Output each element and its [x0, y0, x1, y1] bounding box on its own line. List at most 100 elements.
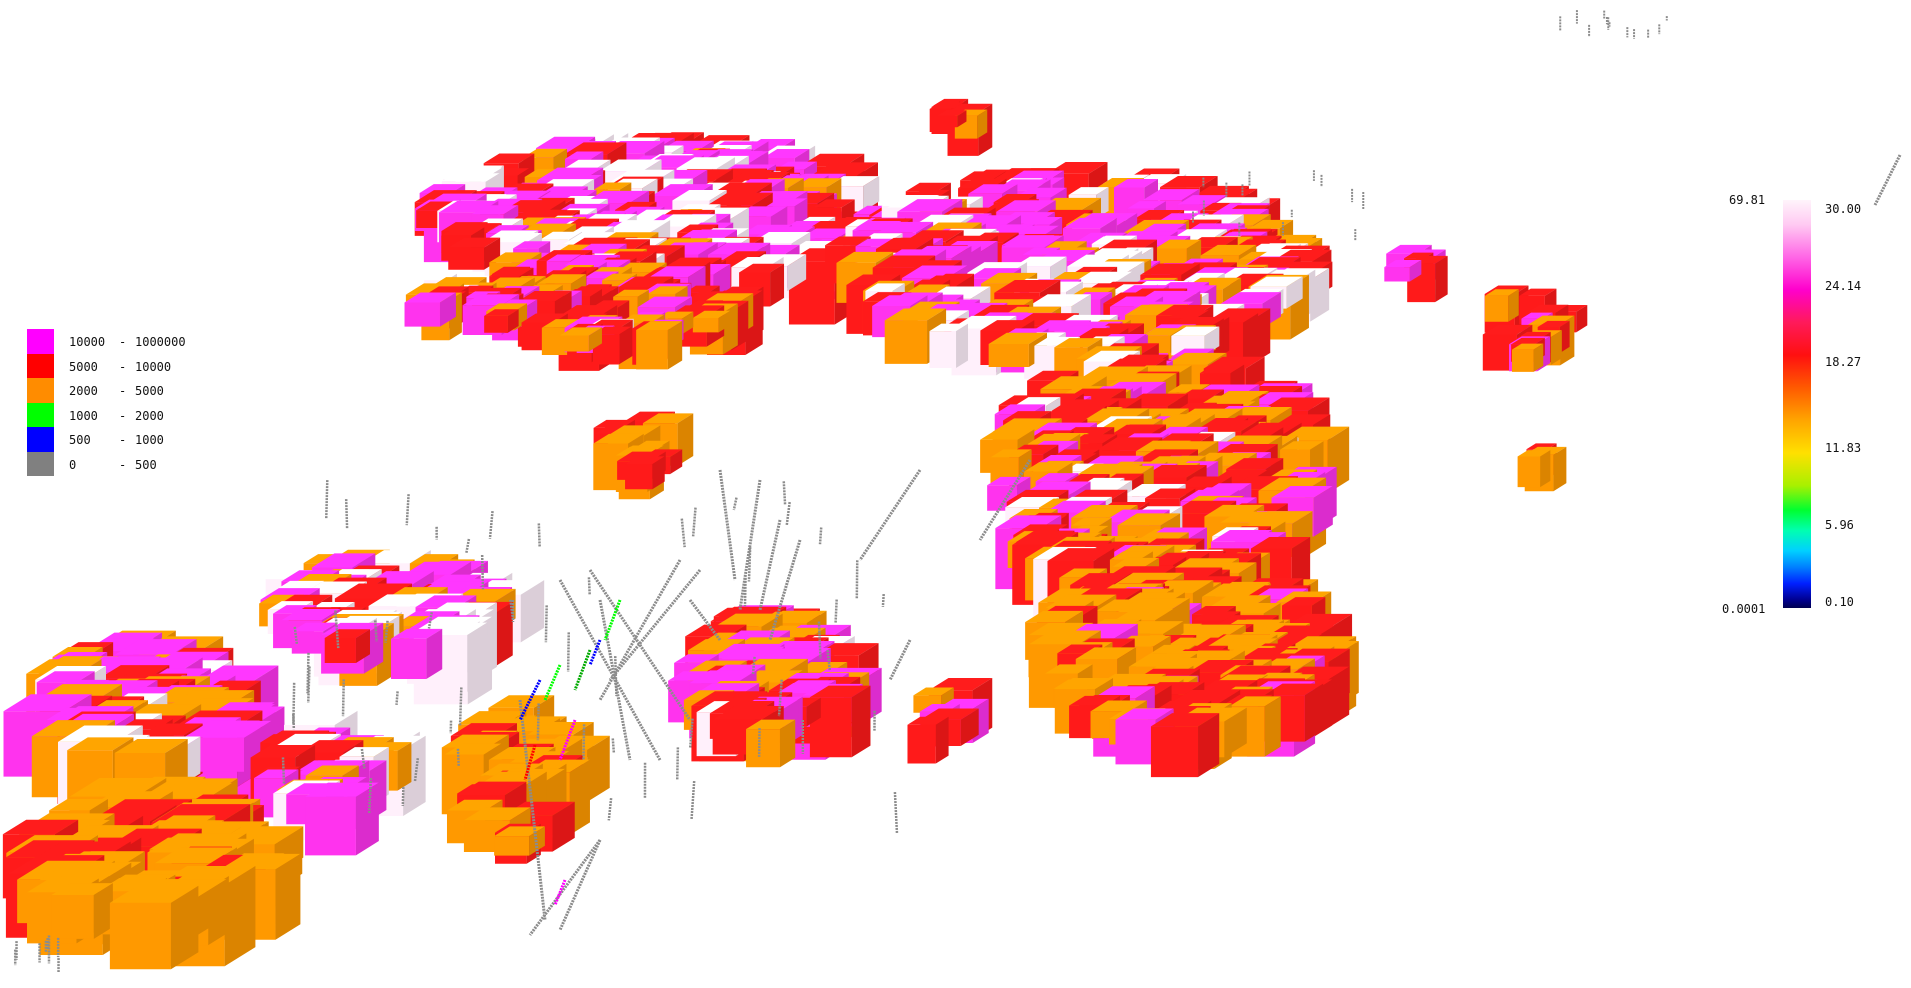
voxel-face — [444, 754, 484, 791]
voxel-face — [625, 456, 665, 465]
drillhole-trace — [341, 679, 346, 717]
voxel-face — [1001, 235, 1064, 248]
voxel-face — [274, 580, 324, 591]
voxel-face — [928, 678, 993, 691]
drillhole-trace — [536, 703, 540, 741]
voxel-face — [493, 601, 513, 668]
voxel-face — [49, 798, 108, 811]
voxel-face — [484, 315, 508, 333]
voxel-face — [980, 429, 1035, 440]
drillhole-trace — [782, 481, 787, 506]
voxel-face — [1127, 201, 1166, 209]
voxel-face — [806, 697, 821, 727]
voxel-face — [1070, 573, 1132, 585]
voxel-face — [363, 550, 431, 564]
voxel-face — [141, 723, 203, 736]
drillhole-trace — [691, 507, 697, 537]
legend-swatch — [27, 451, 54, 476]
voxel-face — [990, 449, 1032, 458]
voxel-face — [649, 266, 706, 278]
voxel-face — [404, 292, 456, 303]
drillhole-trace — [344, 499, 349, 529]
voxel-face — [220, 853, 301, 870]
voxel-face — [1166, 637, 1211, 647]
drillhole-trace — [518, 699, 547, 921]
voxel-face — [1171, 326, 1220, 336]
voxel-face — [1226, 602, 1281, 614]
voxel-face — [1511, 349, 1534, 372]
voxel-face — [1484, 295, 1509, 322]
voxel-face — [493, 232, 542, 243]
colorbar-tick: 24.14 — [1825, 279, 1862, 293]
voxel-face — [250, 744, 316, 758]
voxel-face — [1054, 678, 1114, 690]
voxel-face — [305, 782, 379, 797]
voxel-face — [1141, 464, 1207, 478]
voxel-face — [39, 862, 132, 881]
voxel-face — [1280, 426, 1350, 440]
voxel-face — [1286, 276, 1303, 309]
legend-max: 5000 — [135, 384, 164, 398]
drillhole-trace — [834, 599, 838, 623]
voxel-face — [692, 310, 731, 318]
drillhole-trace — [718, 469, 737, 581]
drillhole-trace — [826, 650, 832, 671]
voxel-face — [1271, 485, 1333, 498]
voxel-face — [253, 769, 299, 779]
voxel-face — [656, 311, 694, 319]
drillhole-trace — [553, 879, 567, 906]
voxel-face — [1482, 334, 1517, 371]
voxel-face — [1435, 255, 1448, 303]
voxel-face — [636, 330, 668, 370]
legend-min: 1000 — [69, 408, 98, 423]
voxel-face — [712, 706, 784, 720]
voxel-face — [559, 335, 589, 352]
voxel-face — [154, 847, 238, 864]
drillhole-trace — [518, 679, 542, 721]
drillhole-traces — [13, 10, 1902, 972]
voxel-face — [1198, 713, 1220, 778]
voxel-face — [1275, 414, 1331, 425]
voxel-face — [667, 321, 683, 370]
drillhole-trace — [587, 577, 591, 595]
voxel-face — [913, 687, 954, 696]
voxel-face — [766, 198, 808, 207]
voxel-face — [1511, 343, 1544, 350]
voxel-face — [484, 277, 535, 288]
drillhole-trace — [544, 605, 548, 643]
voxel-face — [707, 192, 773, 206]
voxel-face — [670, 449, 683, 475]
drillhole-trace — [881, 593, 885, 607]
drillhole-trace — [566, 632, 571, 672]
voxel-face — [1304, 683, 1324, 742]
voxel-face — [67, 737, 134, 751]
drillhole-trace — [384, 620, 389, 643]
colorbar-tick: 30.00 — [1825, 202, 1862, 216]
voxel-face — [558, 305, 618, 317]
voxel-face — [109, 885, 199, 903]
voxel-face — [1200, 244, 1257, 256]
voxel-face — [1537, 320, 1570, 328]
legend-swatch — [27, 402, 54, 427]
colorbar-tick: 0.10 — [1825, 595, 1854, 609]
voxel-face — [1204, 326, 1220, 356]
drillhole-trace — [743, 577, 747, 607]
voxel-face — [1540, 450, 1551, 488]
voxel-face — [851, 685, 871, 758]
voxel-face — [1112, 557, 1160, 567]
voxel-face — [746, 719, 796, 730]
voxel-face — [483, 153, 535, 164]
voxel-face — [3, 694, 92, 712]
voxel-face — [685, 285, 720, 293]
voxel-face — [305, 796, 356, 856]
legend-max: 10000 — [135, 359, 172, 374]
voxel-face — [1517, 456, 1541, 488]
voxel-face — [960, 171, 1006, 181]
voxel-face — [564, 151, 604, 159]
voxel-face — [905, 182, 951, 192]
voxel-face — [275, 853, 301, 940]
drillhole-trace — [360, 748, 366, 769]
voxel-face — [1015, 225, 1059, 235]
colorbar-min-label: 0.0001 — [1722, 602, 1766, 616]
